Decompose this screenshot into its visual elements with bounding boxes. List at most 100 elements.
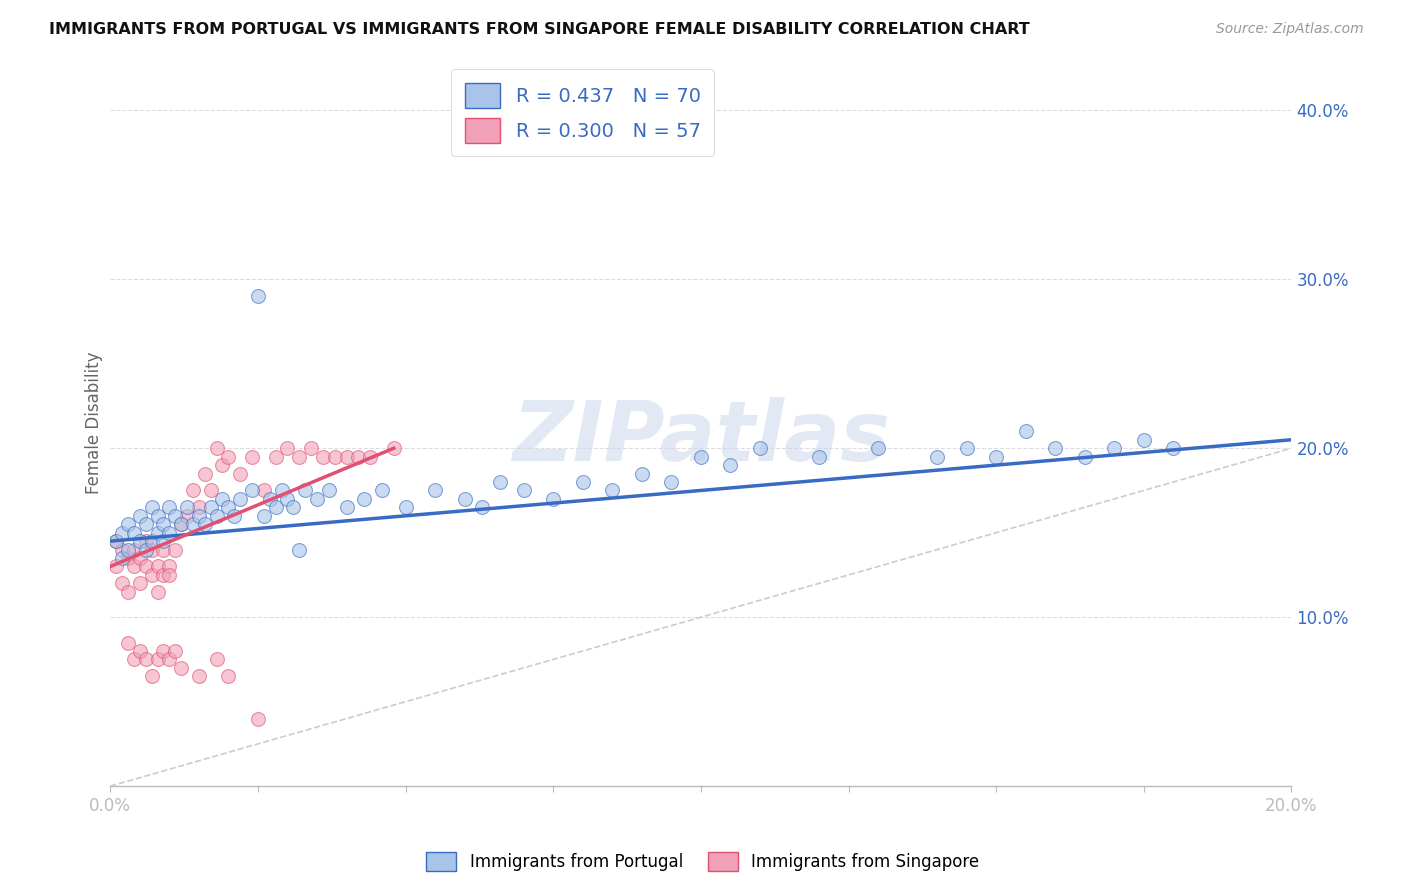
Point bbox=[240, 450, 263, 464]
Point bbox=[111, 542, 134, 557]
Point bbox=[270, 483, 292, 498]
Point bbox=[152, 644, 174, 658]
Text: ZIPatlas: ZIPatlas bbox=[512, 397, 890, 478]
Point bbox=[157, 500, 180, 515]
Point bbox=[259, 491, 281, 506]
Point bbox=[165, 542, 187, 557]
Point bbox=[117, 584, 139, 599]
Point bbox=[135, 534, 157, 549]
Point bbox=[276, 491, 298, 506]
Point bbox=[353, 491, 375, 506]
Point bbox=[152, 517, 174, 532]
Point bbox=[229, 467, 252, 481]
Point bbox=[200, 483, 222, 498]
Point bbox=[194, 517, 217, 532]
Point bbox=[866, 441, 889, 455]
Point bbox=[453, 491, 475, 506]
Point bbox=[135, 542, 157, 557]
Point bbox=[323, 450, 346, 464]
Point bbox=[659, 475, 682, 489]
Y-axis label: Female Disability: Female Disability bbox=[86, 351, 103, 494]
Point bbox=[283, 500, 305, 515]
Point bbox=[1104, 441, 1126, 455]
Point bbox=[718, 458, 741, 472]
Point bbox=[105, 559, 128, 574]
Point bbox=[512, 483, 534, 498]
Point bbox=[122, 542, 145, 557]
Point bbox=[299, 441, 322, 455]
Point bbox=[146, 559, 169, 574]
Point bbox=[1074, 450, 1097, 464]
Point bbox=[157, 652, 180, 666]
Point bbox=[205, 652, 228, 666]
Point bbox=[111, 576, 134, 591]
Point bbox=[371, 483, 394, 498]
Point bbox=[489, 475, 512, 489]
Point bbox=[630, 467, 652, 481]
Point bbox=[240, 483, 263, 498]
Point bbox=[335, 500, 357, 515]
Point bbox=[288, 450, 311, 464]
Point bbox=[335, 450, 357, 464]
Point bbox=[176, 500, 198, 515]
Point bbox=[170, 661, 193, 675]
Point bbox=[170, 517, 193, 532]
Point bbox=[211, 491, 233, 506]
Point bbox=[1163, 441, 1185, 455]
Point bbox=[394, 500, 416, 515]
Point bbox=[288, 542, 311, 557]
Point bbox=[152, 568, 174, 582]
Point bbox=[165, 508, 187, 523]
Point bbox=[146, 584, 169, 599]
Point bbox=[748, 441, 770, 455]
Point bbox=[128, 644, 150, 658]
Point bbox=[541, 491, 564, 506]
Point bbox=[1133, 433, 1156, 447]
Text: IMMIGRANTS FROM PORTUGAL VS IMMIGRANTS FROM SINGAPORE FEMALE DISABILITY CORRELAT: IMMIGRANTS FROM PORTUGAL VS IMMIGRANTS F… bbox=[49, 22, 1031, 37]
Point bbox=[105, 534, 128, 549]
Point bbox=[318, 483, 340, 498]
Text: Source: ZipAtlas.com: Source: ZipAtlas.com bbox=[1216, 22, 1364, 37]
Point bbox=[264, 450, 287, 464]
Point bbox=[165, 644, 187, 658]
Point bbox=[294, 483, 316, 498]
Point bbox=[217, 669, 239, 683]
Point bbox=[117, 635, 139, 649]
Point bbox=[181, 517, 204, 532]
Point bbox=[181, 483, 204, 498]
Point bbox=[187, 669, 209, 683]
Point bbox=[986, 450, 1008, 464]
Point bbox=[157, 525, 180, 540]
Point bbox=[1045, 441, 1067, 455]
Point bbox=[128, 576, 150, 591]
Point bbox=[359, 450, 381, 464]
Point bbox=[128, 534, 150, 549]
Point bbox=[246, 289, 269, 303]
Point bbox=[312, 450, 335, 464]
Point bbox=[187, 500, 209, 515]
Point bbox=[217, 500, 239, 515]
Point bbox=[146, 508, 169, 523]
Point bbox=[135, 652, 157, 666]
Point bbox=[253, 508, 276, 523]
Point bbox=[157, 568, 180, 582]
Point bbox=[122, 652, 145, 666]
Point bbox=[423, 483, 446, 498]
Point bbox=[141, 669, 163, 683]
Point bbox=[217, 450, 239, 464]
Point bbox=[689, 450, 711, 464]
Legend: Immigrants from Portugal, Immigrants from Singapore: Immigrants from Portugal, Immigrants fro… bbox=[418, 843, 988, 880]
Point bbox=[135, 517, 157, 532]
Point bbox=[187, 508, 209, 523]
Point bbox=[128, 551, 150, 566]
Point bbox=[956, 441, 979, 455]
Point bbox=[571, 475, 593, 489]
Point bbox=[152, 534, 174, 549]
Point bbox=[170, 517, 193, 532]
Point bbox=[111, 551, 134, 566]
Point bbox=[471, 500, 494, 515]
Legend: R = 0.437   N = 70, R = 0.300   N = 57: R = 0.437 N = 70, R = 0.300 N = 57 bbox=[451, 70, 714, 156]
Point bbox=[276, 441, 298, 455]
Point bbox=[807, 450, 830, 464]
Point bbox=[105, 534, 128, 549]
